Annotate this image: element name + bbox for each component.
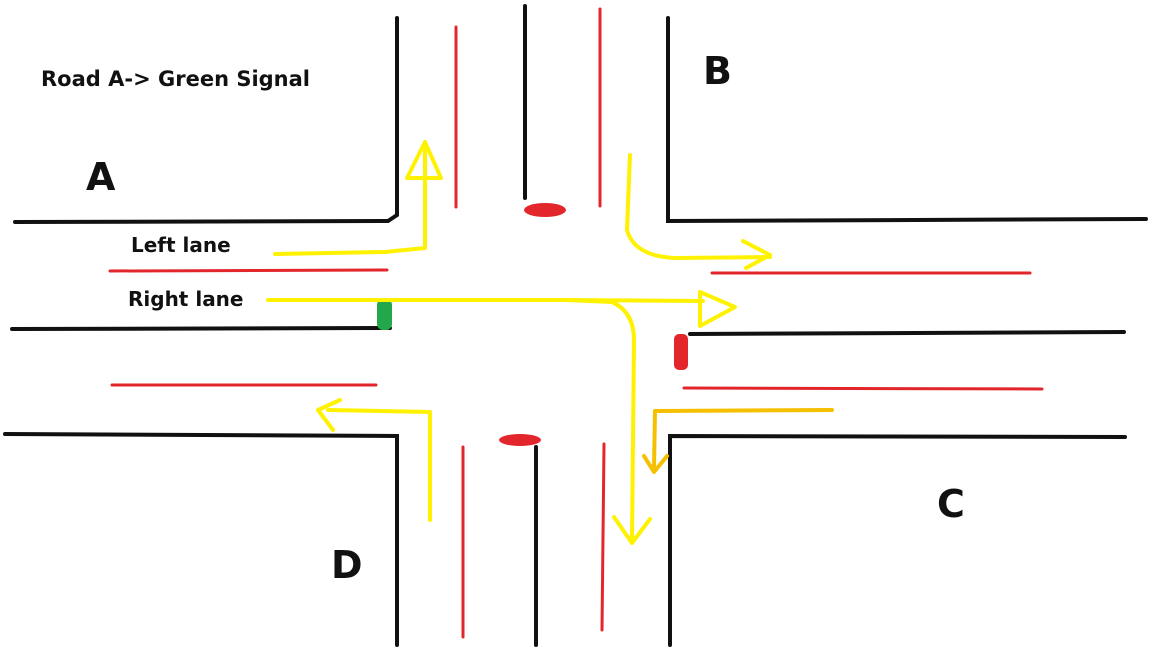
road-edge-c-bottom — [668, 433, 1127, 647]
road-edge-b-right — [666, 16, 1148, 224]
lane-dividers — [108, 7, 1044, 639]
arrow-head-left-icon — [316, 398, 342, 432]
signal-b-red — [524, 203, 566, 217]
arrow-a-left-lane-to-b — [273, 140, 427, 256]
right-lane-label: Right lane — [128, 287, 244, 311]
road-edge-a-bottom — [10, 326, 392, 331]
road-label-d: D — [331, 543, 363, 587]
signal-a-green — [377, 299, 392, 330]
arrow-head-up-icon — [405, 140, 443, 180]
signal-d-red — [499, 434, 541, 446]
arrow-d-to-a — [326, 408, 432, 522]
traffic-signals — [377, 203, 688, 446]
road-edge-d-top — [3, 432, 399, 647]
path-arrows-turn — [642, 408, 834, 474]
road-label-c: C — [937, 482, 965, 526]
lane-divider-d-right — [600, 442, 606, 632]
path-arrows — [266, 140, 772, 545]
arrow-c-to-d — [652, 408, 834, 470]
arrow-a-to-d-south — [564, 298, 636, 542]
left-lane-label: Left lane — [131, 233, 231, 257]
arrow-head-right-c-icon — [741, 239, 772, 270]
road-edges — [3, 4, 1148, 647]
signal-caption: Road A-> Green Signal — [41, 67, 311, 91]
arrow-head-down-icon — [612, 515, 652, 545]
signal-c-red — [674, 334, 688, 370]
road-label-b: B — [703, 49, 732, 93]
road-edge-a-top — [13, 16, 399, 224]
road-label-a: A — [86, 155, 116, 199]
lane-divider-c-lower — [682, 386, 1044, 391]
arrow-a-right-lane-to-c — [266, 298, 705, 303]
arrow-head-right-icon — [698, 290, 737, 328]
road-edge-c-top — [688, 330, 1126, 336]
lane-divider-a — [108, 268, 389, 273]
arrow-b-to-c — [625, 153, 772, 260]
arrow-head-down-c-icon — [642, 454, 669, 474]
